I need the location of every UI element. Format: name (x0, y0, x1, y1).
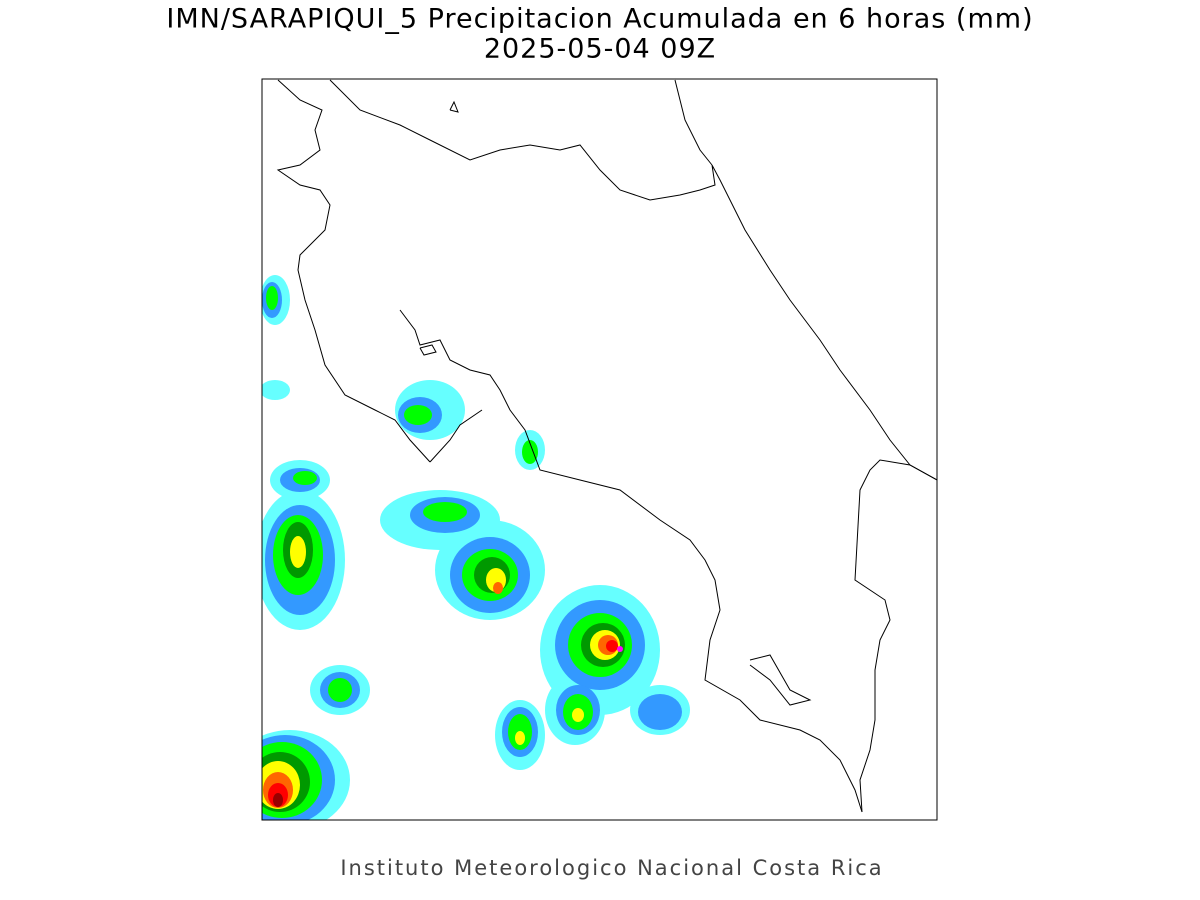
precipitation (262, 275, 690, 820)
title: IMN/SARAPIQUI_5 Precipitacion Acumulada … (166, 4, 1033, 35)
map-frame (261, 78, 938, 821)
footer: Instituto Meteorologico Nacional Costa R… (340, 856, 883, 880)
coastline (276, 79, 937, 813)
subtitle: 2025-05-04 09Z (484, 34, 716, 65)
